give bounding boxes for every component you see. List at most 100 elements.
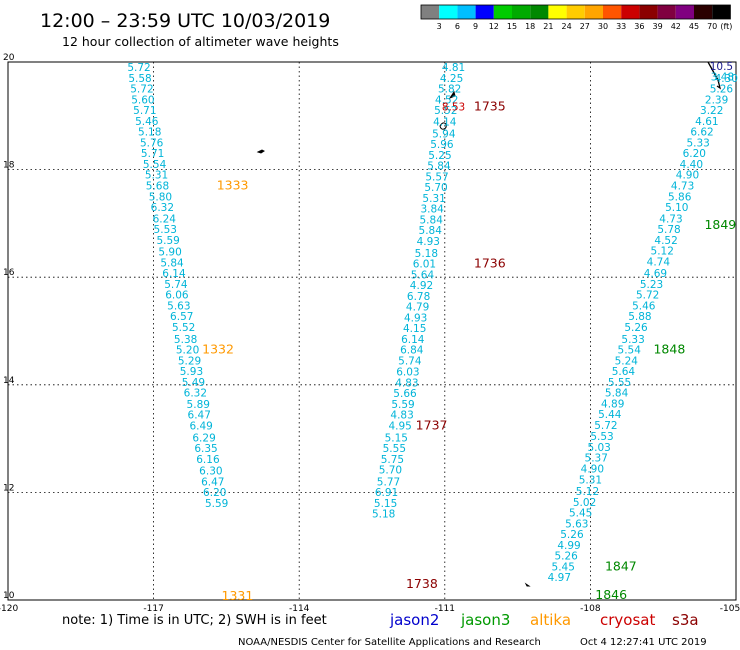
wave-height-value: 6.30 <box>199 466 222 478</box>
wave-height-value: 4.74 <box>647 256 671 268</box>
wave-height-value: 5.58 <box>128 73 151 85</box>
wave-height-value: 4.83 <box>395 377 418 389</box>
extra-values: 10.53.48 8.53 <box>442 61 734 113</box>
y-tick-label: 20 <box>3 53 15 63</box>
x-axis-ticks: -120 -117 -114 -111 -108 -105 <box>0 604 740 614</box>
wave-height-value: 5.84 <box>605 388 629 400</box>
wave-height-value: 6.49 <box>189 420 212 432</box>
wave-height-value: 4.90 <box>676 170 699 182</box>
wave-height-value: 5.37 <box>585 453 608 465</box>
wave-height-value: 5.84 <box>160 257 184 269</box>
colorbar-tick: 9 <box>473 22 478 31</box>
wave-height-value: 5.70 <box>424 182 447 194</box>
wave-height-value: 4.69 <box>644 268 667 280</box>
colorbar-tick: 18 <box>525 22 535 31</box>
satellite-cryosat: cryosat <box>600 611 655 629</box>
pass-time-label: 1738 <box>406 576 438 591</box>
wave-height-value: 8.53 <box>442 101 465 113</box>
colorbar-tick: 15 <box>507 22 517 31</box>
satellite-jason2: jason2 <box>389 611 439 629</box>
colorbar-tick: 45 <box>689 22 699 31</box>
wave-height-value: 5.60 <box>131 94 154 106</box>
wave-height-value: 5.72 <box>130 84 153 96</box>
wave-height-value: 6.20 <box>683 148 706 160</box>
color-swatch <box>621 5 640 19</box>
color-swatch <box>439 5 458 19</box>
wave-height-value: 5.71 <box>133 105 156 117</box>
note-text: note: 1) Time is in UTC; 2) SWH is in fe… <box>62 613 327 628</box>
wave-height-value: 4.79 <box>406 302 429 314</box>
wave-height-value: 4.95 <box>388 420 411 432</box>
wave-height-value: 6.16 <box>196 454 220 466</box>
wave-height-value: 5.20 <box>176 345 199 357</box>
wave-height-value: 5.29 <box>178 355 201 367</box>
altimeter-tracks: 5.725.585.725.605.715.465.185.765.715.54… <box>127 62 738 584</box>
satellite-s3a: s3a <box>672 611 699 629</box>
wave-height-value: 6.24 <box>153 213 177 225</box>
wave-height-value: 5.72 <box>636 290 659 302</box>
wave-height-value: 5.18 <box>415 248 438 260</box>
wave-height-value: 6.47 <box>188 410 211 422</box>
wave-height-value: 6.32 <box>151 202 174 214</box>
colorbar-tick: 39 <box>653 22 663 31</box>
wave-height-value: 5.84 <box>420 214 444 226</box>
wave-height-value: 5.55 <box>608 377 631 389</box>
wave-height-value: 5.63 <box>565 518 588 530</box>
track-3: 4.305.262.393.224.616.625.336.204.404.90… <box>548 73 738 584</box>
colorbar-tick: 6 <box>455 22 460 31</box>
island-shapes <box>256 61 722 587</box>
x-tick-label: -105 <box>720 604 740 614</box>
wave-height-value: 5.82 <box>438 84 461 96</box>
wave-height-value: 6.14 <box>162 268 186 280</box>
wave-height-value: 5.18 <box>372 509 395 521</box>
color-swatch <box>584 5 603 19</box>
wave-height-value: 6.20 <box>203 487 226 499</box>
wave-height-value: 5.26 <box>624 322 648 334</box>
wave-height-value: 5.74 <box>164 279 188 291</box>
satellite-altika: altika <box>530 611 571 629</box>
color-swatch <box>639 5 658 19</box>
wave-height-value: 5.89 <box>187 399 210 411</box>
color-swatch <box>566 5 585 19</box>
color-swatch <box>694 5 713 19</box>
pass-time-label: 1849 <box>704 217 736 232</box>
wave-height-value: 5.93 <box>180 366 203 378</box>
wave-height-value: 5.90 <box>158 247 181 259</box>
wave-height-value: 6.29 <box>192 432 215 444</box>
color-swatch <box>512 5 531 19</box>
wave-height-value: 5.26 <box>560 529 584 541</box>
wave-height-value: 4.15 <box>403 323 426 335</box>
wave-height-value: 4.73 <box>671 181 694 193</box>
wave-height-value: 5.18 <box>138 127 161 139</box>
color-swatch <box>675 5 694 19</box>
wave-height-value: 3.22 <box>700 105 723 117</box>
wave-height-value: 5.53 <box>590 431 613 443</box>
satellite-legend: jason2 jason3 altika cryosat s3a <box>389 611 699 629</box>
y-tick-label: 14 <box>3 376 15 386</box>
wave-height-value: 10.5 <box>710 61 733 73</box>
map-frame <box>7 61 737 601</box>
wave-height-value: 5.80 <box>149 191 172 203</box>
wave-height-value: 5.63 <box>167 300 190 312</box>
track-2: 4.814.255.824.525.524.145.945.965.255.84… <box>372 62 465 521</box>
wave-height-value: 6.78 <box>407 291 430 303</box>
y-tick-label: 12 <box>3 483 14 493</box>
wave-height-value: 5.96 <box>430 139 454 151</box>
x-tick-label: -117 <box>143 604 163 614</box>
wave-height-value: 5.52 <box>172 322 195 334</box>
color-scale-legend: 3 6 9 12 15 18 21 24 27 30 33 36 39 42 45 70 (ft) <box>420 4 732 31</box>
wave-height-value: 5.78 <box>657 224 680 236</box>
colorbar-unit: (ft) <box>720 22 732 31</box>
colorbar-tick: 30 <box>598 22 608 31</box>
wave-height-value: 5.25 <box>428 150 451 162</box>
wave-height-value: 5.46 <box>632 300 656 312</box>
wave-height-value: 5.59 <box>391 399 414 411</box>
wave-height-value: 5.31 <box>579 474 602 486</box>
wave-height-value: 6.32 <box>184 388 207 400</box>
wave-height-value: 5.66 <box>393 388 417 400</box>
wave-height-value: 5.10 <box>665 202 688 214</box>
generated-timestamp: Oct 4 12:27:41 UTC 2019 <box>580 637 707 648</box>
wave-height-value: 5.26 <box>710 84 734 96</box>
wave-height-value: 4.61 <box>695 116 718 128</box>
colorbar-tick: 12 <box>489 22 499 31</box>
